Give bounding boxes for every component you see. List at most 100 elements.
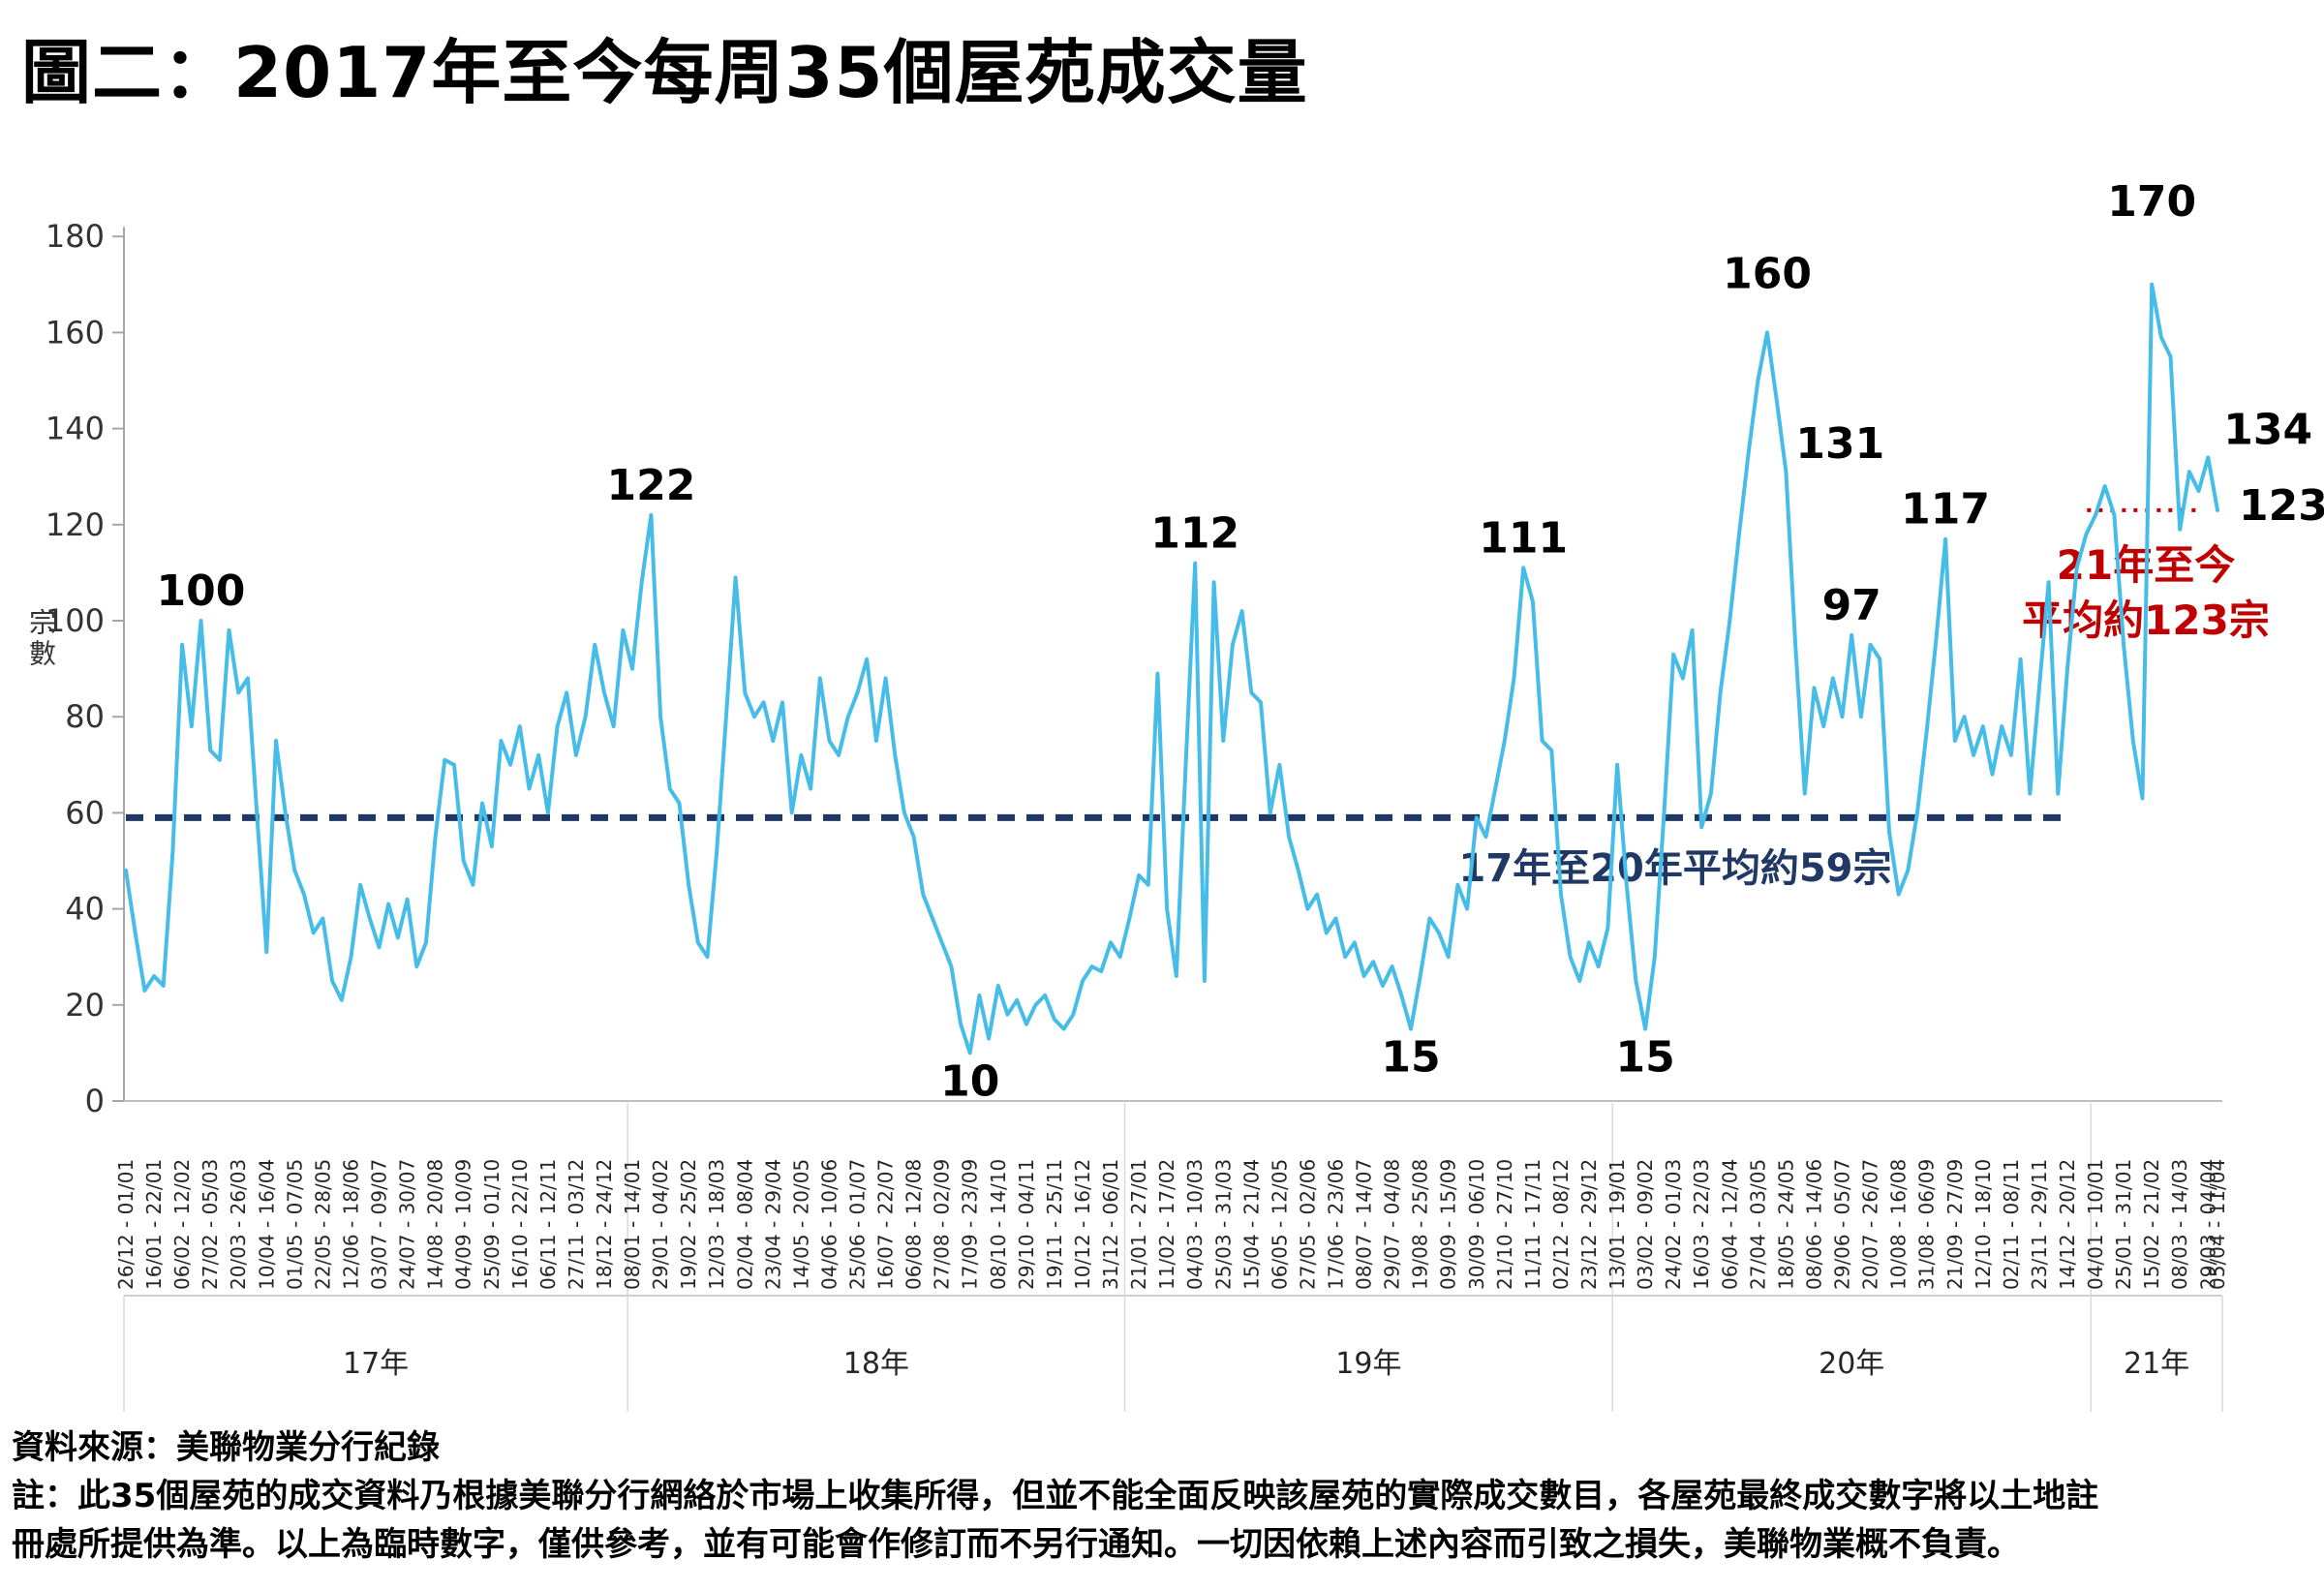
data-point-label: 97 — [1822, 581, 1881, 630]
y-tick-label: 160 — [46, 314, 105, 351]
x-tick-label: 11/02 - 17/02 — [1155, 1159, 1178, 1290]
x-tick-label: 20/03 - 26/03 — [227, 1159, 250, 1290]
x-tick-label: 11/11 - 17/11 — [1521, 1159, 1544, 1290]
data-point-label: 131 — [1795, 419, 1884, 469]
x-tick-label: 06/05 - 12/05 — [1268, 1159, 1291, 1290]
y-tick-label: 120 — [46, 506, 105, 543]
x-tick-label: 19/02 - 25/02 — [677, 1159, 700, 1290]
x-tick-label: 21/10 - 27/10 — [1493, 1159, 1516, 1290]
x-tick-label: 04/06 - 10/06 — [817, 1159, 841, 1290]
x-tick-label: 25/09 - 01/10 — [480, 1159, 504, 1290]
x-tick-label: 16/03 - 22/03 — [1690, 1159, 1713, 1290]
page-title: 圖二：2017年至今每周35個屋苑成交量 — [21, 32, 1308, 113]
x-tick-label: 27/05 - 02/06 — [1296, 1159, 1319, 1290]
x-tick-label: 14/12 - 20/12 — [2056, 1159, 2079, 1290]
x-tick-label: 13/01 - 19/01 — [1605, 1159, 1629, 1290]
x-tick-label: 06/11 - 12/11 — [536, 1159, 560, 1290]
footer-note-line1: 註：此35個屋苑的成交資料乃根據美聯分行網絡於市場上收集所得，但並不能全面反映該… — [12, 1477, 2099, 1515]
x-tick-label: 14/08 - 20/08 — [424, 1159, 447, 1290]
data-point-label: 10 — [940, 1056, 999, 1106]
x-tick-label: 30/09 - 06/10 — [1465, 1159, 1488, 1290]
data-point-label: 123 — [2239, 481, 2324, 531]
x-tick-label: 09/09 - 15/09 — [1437, 1159, 1460, 1290]
x-tick-label: 02/11 - 08/11 — [2000, 1159, 2023, 1290]
year-label: 17年 — [343, 1347, 409, 1381]
x-tick-label: 27/02 - 05/03 — [199, 1159, 222, 1290]
data-point-label: 170 — [2107, 177, 2196, 227]
x-tick-label: 31/12 - 06/01 — [1099, 1159, 1122, 1290]
x-tick-label: 24/07 - 30/07 — [396, 1159, 419, 1290]
x-tick-label: 29/03 - 04/04 — [2196, 1159, 2219, 1290]
x-tick-label: 27/11 - 03/12 — [565, 1159, 588, 1290]
x-tick-label: 08/07 - 14/07 — [1353, 1159, 1376, 1290]
x-tick-label: 04/01 - 10/01 — [2084, 1159, 2107, 1290]
x-tick-label: 29/01 - 04/02 — [649, 1159, 672, 1290]
x-tick-label: 25/06 - 01/07 — [846, 1159, 870, 1290]
x-tick-label: 17/06 - 23/06 — [1324, 1159, 1347, 1290]
x-tick-label: 06/02 - 12/02 — [170, 1159, 194, 1290]
x-tick-label: 20/07 - 26/07 — [1859, 1159, 1882, 1290]
x-tick-label: 17/09 - 23/09 — [959, 1159, 982, 1290]
x-tick-label: 29/07 - 04/08 — [1381, 1159, 1404, 1290]
x-tick-label: 03/07 - 09/07 — [368, 1159, 391, 1290]
x-tick-label: 08/03 - 14/03 — [2168, 1159, 2191, 1290]
data-point-label: 117 — [1901, 485, 1990, 535]
x-tick-label: 03/02 - 09/02 — [1634, 1159, 1657, 1290]
y-tick-label: 180 — [46, 218, 105, 255]
x-tick-label: 18/05 - 24/05 — [1774, 1159, 1797, 1290]
x-tick-label: 29/06 - 05/07 — [1831, 1159, 1854, 1290]
x-tick-label: 06/08 - 12/08 — [902, 1159, 926, 1290]
x-tick-label: 21/01 - 27/01 — [1127, 1159, 1150, 1290]
x-tick-label: 04/09 - 10/09 — [452, 1159, 475, 1290]
x-tick-label: 27/08 - 02/09 — [931, 1159, 954, 1290]
data-point-label: 15 — [1616, 1033, 1675, 1083]
x-tick-label: 31/08 - 06/09 — [1915, 1159, 1939, 1290]
y-axis-title: 宗數 — [25, 608, 57, 670]
x-tick-label: 23/12 - 29/12 — [1577, 1159, 1601, 1290]
footer-note-line2: 冊處所提供為準。以上為臨時數字，僅供參考，並有可能會作修訂而不另行通知。一切因依… — [12, 1525, 2020, 1564]
x-tick-label: 12/03 - 18/03 — [705, 1159, 728, 1290]
x-tick-label: 01/05 - 07/05 — [283, 1159, 306, 1290]
x-tick-label: 21/09 - 27/09 — [1943, 1159, 1967, 1290]
data-point-label: 111 — [1479, 513, 1568, 563]
x-tick-label: 02/04 - 08/04 — [733, 1159, 756, 1290]
data-point-label: 134 — [2223, 405, 2312, 454]
x-tick-label: 10/12 - 16/12 — [1071, 1159, 1094, 1290]
x-tick-label: 23/04 - 29/04 — [761, 1159, 784, 1290]
y-tick-label: 40 — [65, 891, 105, 928]
x-tick-label: 08/06 - 14/06 — [1802, 1159, 1825, 1290]
data-point-label: 122 — [606, 461, 695, 510]
x-tick-label: 18/12 - 24/12 — [593, 1159, 616, 1290]
x-tick-label: 22/05 - 28/05 — [311, 1159, 334, 1290]
x-tick-label: 05/04 - 11/04 — [2206, 1159, 2229, 1290]
x-tick-label: 29/10 - 04/11 — [1015, 1159, 1038, 1290]
x-tick-label: 24/02 - 01/03 — [1662, 1159, 1685, 1290]
footer-source: 資料來源：美聯物業分行紀錄 — [12, 1428, 440, 1467]
x-tick-label: 23/11 - 29/11 — [2028, 1159, 2051, 1290]
y-tick-label: 140 — [46, 411, 105, 447]
x-tick-label: 14/05 - 20/05 — [789, 1159, 812, 1290]
figure-footer: 資料來源：美聯物業分行紀錄 註：此35個屋苑的成交資料乃根據美聯分行網絡於市場上… — [12, 1423, 2316, 1569]
avg-line-2017-2020-label: 17年至20年平均約59宗 — [1459, 846, 1892, 891]
x-tick-label: 10/04 - 16/04 — [255, 1159, 278, 1290]
data-point-label: 160 — [1723, 249, 1812, 298]
y-tick-label: 80 — [65, 698, 105, 735]
x-tick-label: 06/04 - 12/04 — [1718, 1159, 1741, 1290]
x-tick-label: 19/08 - 25/08 — [1409, 1159, 1432, 1290]
x-tick-label: 12/10 - 18/10 — [1972, 1159, 1995, 1290]
x-tick-label: 08/10 - 14/10 — [987, 1159, 1010, 1290]
x-tick-label: 04/03 - 10/03 — [1183, 1159, 1207, 1290]
x-tick-label: 27/04 - 03/05 — [1746, 1159, 1769, 1290]
year-label: 20年 — [1819, 1347, 1884, 1381]
x-tick-label: 19/11 - 25/11 — [1043, 1159, 1066, 1290]
data-point-label: 100 — [157, 566, 246, 616]
x-tick-label: 26/12 - 01/01 — [114, 1159, 138, 1290]
y-tick-label: 20 — [65, 987, 105, 1024]
x-tick-label: 16/07 - 22/07 — [874, 1159, 898, 1290]
x-tick-label: 02/12 - 08/12 — [1549, 1159, 1573, 1290]
x-tick-label: 15/02 - 21/02 — [2140, 1159, 2163, 1290]
x-tick-label: 12/06 - 18/06 — [339, 1159, 362, 1290]
year-label: 19年 — [1335, 1347, 1401, 1381]
x-tick-label: 10/08 - 16/08 — [1887, 1159, 1911, 1290]
